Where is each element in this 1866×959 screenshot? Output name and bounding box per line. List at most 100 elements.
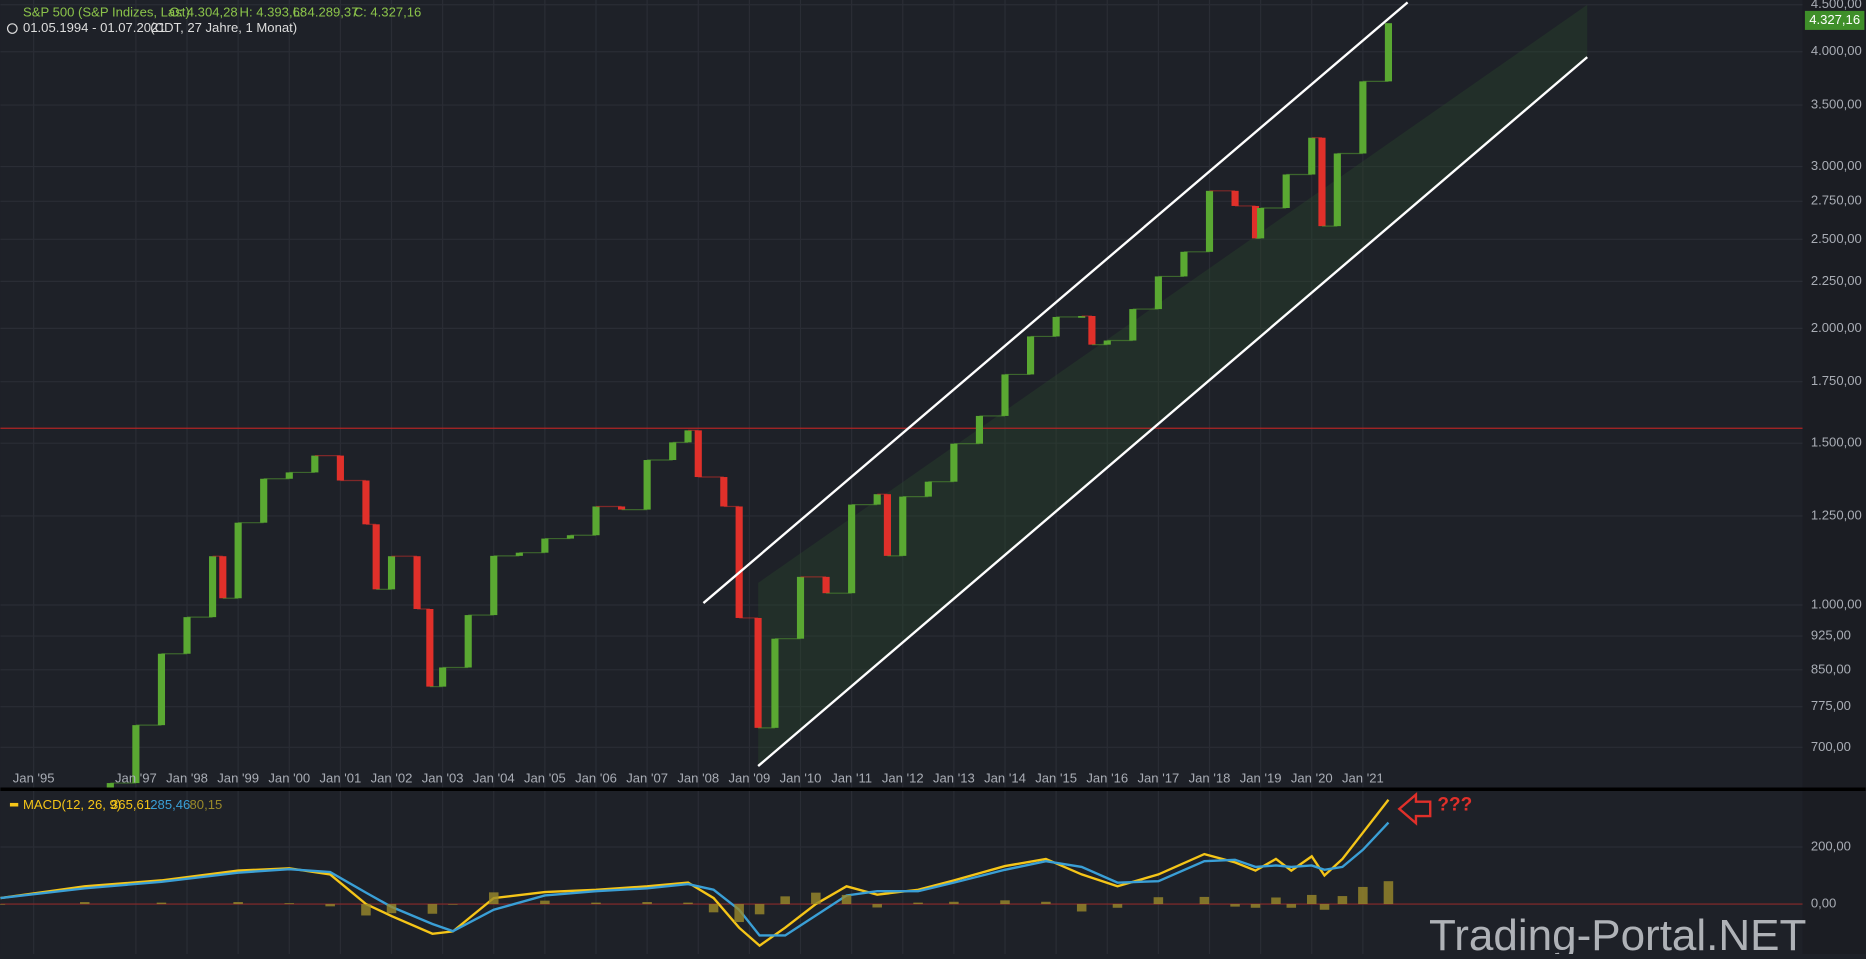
ohlc-open: O: 4.304,28 (169, 5, 237, 20)
histogram-bar (540, 900, 550, 905)
subtitle: 01.05.1994 - 01.07.2021 (23, 20, 166, 35)
histogram-bar (1286, 904, 1297, 908)
macd-title: MACD(12, 26, 9) (23, 797, 121, 812)
x-tick-label: Jan '10 (780, 771, 822, 786)
price-tag (1804, 10, 1865, 30)
candle (1026, 336, 1035, 375)
histogram-bar (427, 904, 438, 914)
macd-legend: 80,15 (190, 797, 223, 812)
x-tick-label: Jan '11 (831, 771, 872, 786)
candle (975, 415, 984, 444)
candle (796, 576, 805, 639)
histogram-bar (872, 904, 882, 908)
y-tick-label: 925,00 (1811, 628, 1851, 643)
candle (183, 617, 191, 654)
x-tick-label: Jan '07 (626, 771, 668, 786)
candle (1282, 174, 1290, 209)
macd-legend: 285,46 (150, 797, 190, 812)
candle (771, 638, 779, 728)
histogram-bar (325, 904, 335, 907)
ohlc-low: L: 4.289,37 (293, 5, 358, 20)
x-tick-label: Jan '08 (677, 771, 719, 786)
x-tick-label: Jan '98 (166, 771, 208, 786)
macd-tick-label: 0,00 (1811, 896, 1836, 911)
histogram-bar (1153, 897, 1164, 905)
histogram-bar (80, 902, 90, 905)
y-tick-label: 2.750,00 (1811, 193, 1862, 208)
candle (260, 478, 268, 523)
candle (106, 783, 114, 788)
candle (541, 538, 549, 553)
x-tick-label: Jan '04 (473, 771, 515, 786)
candle (643, 460, 651, 510)
price-tag-label: 4.327,16 (1809, 12, 1860, 27)
ohlc-high: H: 4.393,68 (240, 5, 308, 20)
histogram-bar (284, 903, 295, 905)
candle (372, 524, 380, 590)
x-tick-label: Jan '20 (1291, 771, 1333, 786)
x-tick-label: Jan '15 (1035, 771, 1077, 786)
y-tick-label: 1.750,00 (1811, 373, 1862, 388)
y-tick-label: 3.500,00 (1811, 97, 1862, 112)
subtitle-note: (CDT, 27 Jahre, 1 Monat) (150, 20, 297, 35)
candle (1251, 205, 1260, 239)
candle (1318, 137, 1326, 227)
histogram-bar (1337, 896, 1348, 905)
channel-fill (758, 4, 1588, 767)
histogram-bar (913, 902, 923, 905)
candle (735, 506, 743, 618)
candle (311, 455, 319, 473)
histogram-bar (811, 892, 821, 905)
histogram-bar (683, 902, 693, 905)
candle (822, 576, 830, 594)
candle (754, 617, 762, 728)
candle (387, 556, 396, 590)
macd-line (0, 821, 1390, 937)
histogram-bar (780, 896, 790, 905)
axis-panel (1802, 0, 1866, 954)
histogram-bar (1306, 894, 1317, 905)
candle (426, 608, 434, 687)
candle (219, 556, 227, 599)
candle (669, 442, 677, 461)
title: S&P 500 (S&P Indizes, Last) (23, 5, 190, 20)
candle (285, 472, 293, 479)
y-tick-label: 1.000,00 (1811, 596, 1862, 611)
x-tick-label: Jan '97 (115, 771, 157, 786)
x-tick-label: Jan '95 (13, 771, 55, 786)
histogram-bar (642, 902, 652, 905)
candle (157, 653, 166, 726)
x-tick-label: Jan '16 (1086, 771, 1128, 786)
candle (694, 430, 702, 478)
candle (1103, 340, 1111, 345)
candle (883, 494, 891, 556)
x-tick-label: Jan '99 (217, 771, 259, 786)
histogram-bar (754, 904, 765, 915)
candle (848, 504, 856, 594)
x-tick-label: Jan '13 (933, 771, 975, 786)
candle (1052, 316, 1060, 337)
y-tick-label: 1.500,00 (1811, 435, 1862, 450)
y-tick-label: 1.250,00 (1811, 507, 1862, 522)
grid (0, 0, 1803, 954)
candle (464, 615, 472, 668)
histogram-bar (1076, 904, 1087, 912)
candle (720, 477, 728, 507)
histogram-bar (1383, 881, 1394, 905)
x-tick-label: Jan '19 (1240, 771, 1282, 786)
candle (234, 522, 242, 599)
ohlc-close: C: 4.327,16 (354, 5, 422, 20)
x-tick-label: Jan '06 (575, 771, 617, 786)
y-tick-label: 4.500,00 (1811, 0, 1862, 11)
x-tick-label: Jan '18 (1189, 771, 1231, 786)
candle (618, 506, 626, 510)
x-tick-label: Jan '21 (1342, 771, 1384, 786)
histogram-bar (1250, 904, 1261, 908)
histogram-bar (361, 904, 371, 916)
candle (899, 496, 907, 556)
candle (132, 725, 140, 784)
y-tick-label: 2.500,00 (1811, 231, 1862, 246)
histogram-bar (734, 904, 744, 923)
histogram-bar (1112, 904, 1123, 908)
